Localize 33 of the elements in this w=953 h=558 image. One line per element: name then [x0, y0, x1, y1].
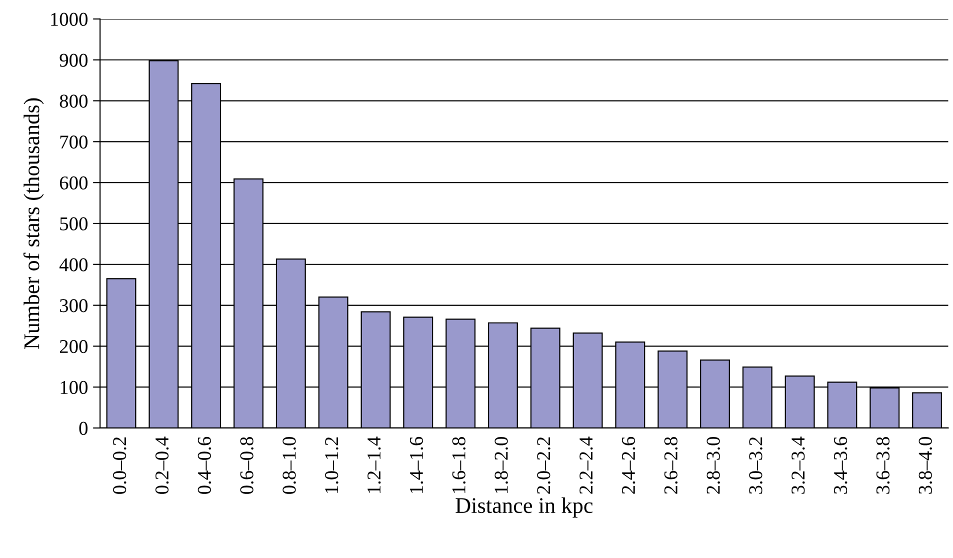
y-tick-label: 100 [60, 380, 88, 394]
x-axis-title: Distance in kpc [456, 497, 593, 518]
y-tick-label: 700 [60, 135, 88, 149]
x-tick-label: 1.0–1.2 [325, 437, 338, 493]
x-tick-label: 2.0–2.2 [537, 437, 550, 494]
x-tick-label: 3.0–3.2 [749, 437, 762, 494]
x-tick-label: 2.4–2.6 [622, 436, 636, 494]
x-tick-label: 1.4–1.6 [410, 436, 424, 493]
x-tick-label: 0.2–0.4 [155, 436, 169, 494]
x-tick-label: 2.2–2.4 [580, 436, 593, 494]
x-tick-label: 1.8–2.0 [494, 437, 508, 493]
y-tick-label: 400 [59, 258, 88, 272]
x-tick-label: 3.2–3.4 [792, 436, 805, 494]
y-tick-label: 900 [60, 54, 88, 67]
x-tick-label: 0.8–1.0 [282, 437, 296, 494]
y-axis-title: Number of stars (thousands) [23, 98, 44, 350]
x-tick-label: 1.2–1.4 [368, 436, 381, 493]
x-tick-label: 3.8–4.0 [918, 437, 932, 494]
y-tick-label: 300 [60, 299, 88, 312]
y-tick-label: 200 [60, 340, 88, 354]
y-tick-label: 600 [60, 176, 88, 190]
x-tick-label: 0.6–0.8 [240, 437, 254, 494]
y-tick-label: 1000 [51, 12, 88, 26]
x-tick-label: 3.6–3.8 [876, 437, 890, 494]
x-tick-label: 2.8–3.0 [706, 437, 720, 494]
x-tick-label: 0.4–0.6 [198, 436, 212, 494]
x-tick-label: 1.6–1.8 [452, 437, 466, 493]
y-tick-label: 800 [60, 94, 88, 108]
x-tick-label: 0.0–0.2 [113, 437, 126, 494]
x-tick-label: 2.6–2.8 [664, 437, 678, 494]
y-tick-label: 0 [79, 422, 88, 435]
y-tick-label: 500 [60, 217, 88, 230]
x-tick-label: 3.4–3.6 [834, 436, 848, 494]
